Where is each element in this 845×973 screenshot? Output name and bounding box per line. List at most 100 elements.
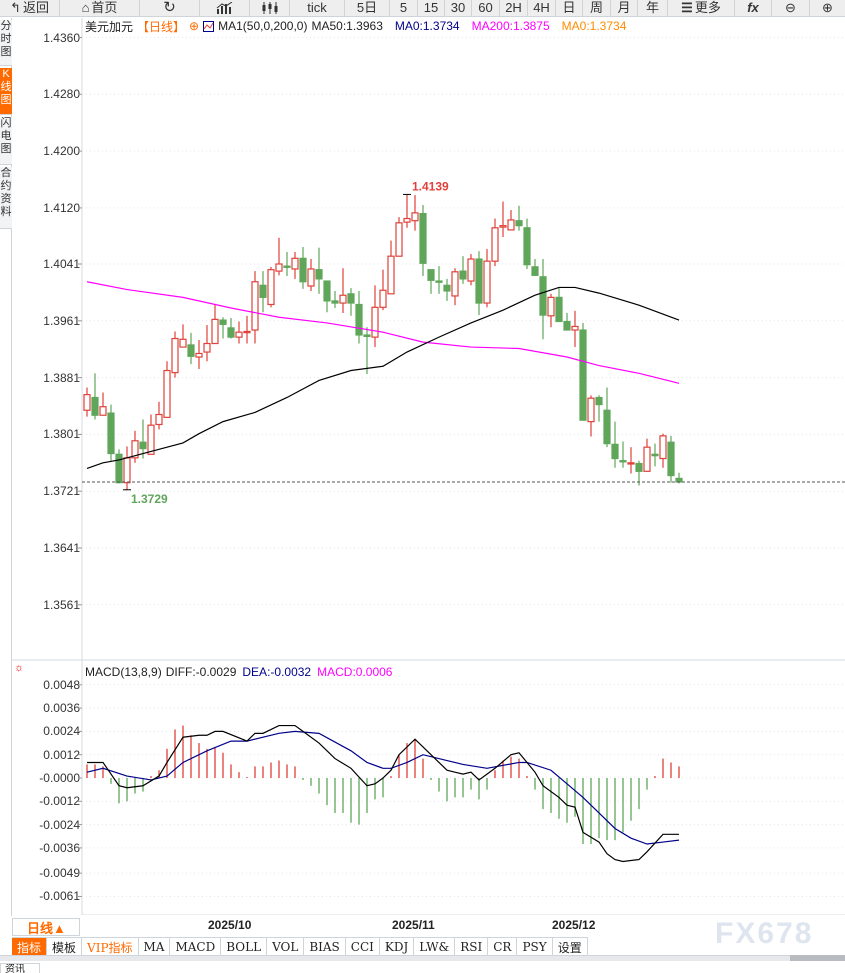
ma0-value-a: MA0:1.3734 <box>394 19 460 33</box>
candle-body <box>411 212 419 222</box>
indicator-tab[interactable]: RSI <box>455 938 489 956</box>
indicator-tab[interactable]: VIP指标 <box>82 938 139 956</box>
indicator-name: MA1(50,0,200,0) <box>218 19 308 33</box>
candle-body <box>611 443 619 460</box>
interval-week[interactable]: 周 <box>583 0 611 16</box>
refresh-button[interactable]: ↻ <box>140 0 200 16</box>
indicator-tab[interactable]: 指标 <box>12 938 48 956</box>
zoom-out-button[interactable]: ⊖ <box>772 0 810 16</box>
candlestick-button[interactable] <box>250 0 290 16</box>
candle-body <box>403 217 411 223</box>
sidebar-item-kline[interactable]: K线图 <box>0 68 12 115</box>
interval-30[interactable]: 30 <box>445 0 472 16</box>
candle-body <box>331 300 339 304</box>
indicator-tab[interactable]: VOL <box>267 938 305 956</box>
candle-body <box>595 396 603 406</box>
candle-body <box>651 453 659 457</box>
candle-body <box>243 330 251 334</box>
five-day-button[interactable]: 5日 <box>345 0 390 16</box>
candle-body <box>539 276 547 316</box>
candle-body <box>435 280 443 283</box>
y-tick-label: 0.0024 <box>43 724 80 739</box>
kline-chart[interactable]: 1.4139 1.3729 <box>0 0 845 915</box>
add-indicator-icon[interactable]: ⊕ <box>189 19 200 33</box>
diff-value: DIFF:-0.0029 <box>165 665 237 679</box>
bar-chart-button[interactable] <box>200 0 250 16</box>
candle-body <box>235 331 243 338</box>
indicator-tab[interactable]: BOLL <box>221 938 268 956</box>
candle-body <box>299 257 307 283</box>
candle-body <box>643 446 651 472</box>
indicator-tab[interactable]: MACD <box>170 938 222 956</box>
indicator-tab[interactable]: CCI <box>346 938 380 956</box>
news-tab[interactable]: 资讯 <box>0 963 40 973</box>
symbol-name: 美元加元 <box>85 19 134 34</box>
candle-body <box>323 280 331 302</box>
sidebar: 分时图 K线图 闪电图 合约资料 <box>0 18 12 916</box>
period-selector[interactable]: 日线▲ <box>12 918 80 936</box>
candle-body <box>203 342 211 353</box>
indicator-tab[interactable]: 模板 <box>47 938 83 956</box>
interval-15[interactable]: 15 <box>418 0 445 16</box>
interval-60[interactable]: 60 <box>472 0 500 16</box>
indicator-tab[interactable]: PSY <box>517 938 553 956</box>
candle-body <box>571 325 579 331</box>
y-tick-label: -0.0036 <box>39 840 80 855</box>
candle-body <box>459 270 467 280</box>
interval-2h[interactable]: 2H <box>500 0 528 16</box>
indicator-tab[interactable]: BIAS <box>304 938 346 956</box>
sidebar-item-timeshare[interactable]: 分时图 <box>0 20 12 66</box>
indicator-chart-icon[interactable] <box>203 20 215 32</box>
candle-body <box>371 306 379 338</box>
candle-body <box>419 212 427 264</box>
candle-body <box>555 296 563 323</box>
y-tick-label: 0.0048 <box>43 677 80 692</box>
indicator-tab[interactable]: CR <box>488 938 518 956</box>
zoom-in-button[interactable]: ⊕ <box>810 0 845 16</box>
more-button[interactable]: ☰ 更多 <box>668 0 735 16</box>
candle-body <box>195 352 203 358</box>
y-tick-label: -0.0049 <box>39 866 80 881</box>
indicator-tab[interactable]: MA <box>139 938 171 956</box>
macd-value: MACD:0.0006 <box>317 665 393 679</box>
watermark-logo: FX678 <box>715 917 814 950</box>
indicator-tab[interactable]: KDJ <box>380 938 415 956</box>
sidebar-item-flash[interactable]: 闪电图 <box>0 117 12 165</box>
macd-legend: MACD(13,8,9) DIFF:-0.0029 DEA:-0.0032 MA… <box>85 665 392 679</box>
candle-body <box>515 220 523 227</box>
candle-body <box>667 441 675 477</box>
interval-5[interactable]: 5 <box>390 0 418 16</box>
macd-name: MACD(13,8,9) <box>85 665 162 679</box>
interval-day[interactable]: 日 <box>556 0 583 16</box>
candle-body <box>275 263 283 272</box>
back-button[interactable]: ↰ 返回 <box>0 0 60 16</box>
indicator-tab[interactable]: 设置 <box>553 938 588 956</box>
interval-year[interactable]: 年 <box>638 0 668 16</box>
horizontal-scrollbar[interactable] <box>0 955 845 961</box>
candle-body <box>523 227 531 266</box>
crosshair-toggle-icon[interactable]: ☼ <box>14 662 25 674</box>
y-tick-label: 1.3881 <box>43 370 80 385</box>
candle-body <box>627 462 635 465</box>
x-tick-label: 2025/12 <box>552 918 596 932</box>
tick-button[interactable]: tick <box>290 0 345 16</box>
dea-line <box>86 730 680 845</box>
fx-icon: fx <box>747 0 759 15</box>
ma50-value: MA50:1.3963 <box>311 19 383 33</box>
zoom-in-icon: ⊕ <box>822 0 833 15</box>
indicator-tab[interactable]: LW& <box>414 938 456 956</box>
interval-month[interactable]: 月 <box>611 0 638 16</box>
y-tick-label: 0.0036 <box>43 701 80 716</box>
candle-body <box>131 440 139 459</box>
candle-body <box>187 344 195 357</box>
scrollbar-thumb[interactable] <box>790 955 845 961</box>
x-tick-label: 2025/10 <box>208 918 252 932</box>
formula-button[interactable]: fx <box>735 0 772 16</box>
candle-body <box>259 284 267 298</box>
candle-body <box>531 266 539 276</box>
home-button[interactable]: ⌂ 首页 <box>60 0 140 16</box>
sidebar-item-contract-info[interactable]: 合约资料 <box>0 167 12 229</box>
candle-body <box>475 258 483 304</box>
candle-body <box>347 293 355 304</box>
interval-4h[interactable]: 4H <box>528 0 556 16</box>
